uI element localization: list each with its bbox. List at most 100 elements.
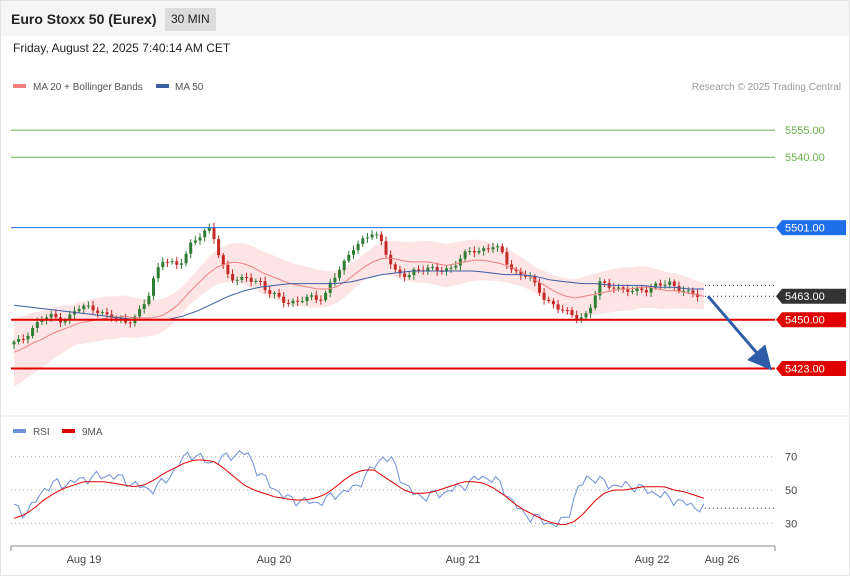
x-tick-label: Aug 20	[257, 554, 292, 566]
level-label-5501.00: 5501.00	[785, 223, 825, 235]
candle	[352, 250, 355, 255]
level-label-5555.00: 5555.00	[785, 125, 825, 137]
candle	[240, 277, 244, 280]
rsi-legend-label: RSI	[33, 427, 50, 438]
candle	[579, 317, 583, 319]
candle	[203, 230, 207, 238]
candle	[314, 295, 318, 300]
candle	[626, 288, 630, 292]
candle	[254, 281, 258, 282]
candle	[691, 290, 695, 294]
price-levels: 5555.00 5540.00 5501.00 5463.00 5450.00 5423.…	[11, 125, 846, 376]
candle	[333, 277, 337, 283]
candle	[584, 313, 588, 318]
level-label-5450.00: 5450.00	[785, 315, 825, 327]
candle	[138, 309, 142, 317]
candle	[612, 287, 616, 289]
time-axis: Aug 19 Aug 20 Aug 21 Aug 22 Aug 26	[10, 545, 776, 566]
candle	[68, 314, 72, 321]
candle	[575, 315, 579, 319]
candle	[128, 322, 132, 324]
candle	[184, 253, 188, 264]
candle	[221, 255, 225, 265]
candle	[147, 295, 151, 305]
candle	[407, 275, 411, 278]
level-label-5540.00: 5540.00	[785, 152, 825, 164]
candle	[389, 254, 393, 265]
candle	[644, 290, 648, 293]
candle	[82, 305, 86, 310]
price-plot	[12, 222, 705, 387]
candle	[565, 310, 569, 311]
candle	[658, 283, 662, 286]
candle	[449, 267, 453, 269]
candle	[26, 335, 30, 340]
candle	[598, 281, 602, 296]
ma20-legend-label: MA 20 + Bollinger Bands	[33, 82, 143, 93]
candle	[249, 277, 253, 282]
candle	[305, 296, 309, 302]
rsi-ma-line	[13, 459, 705, 526]
candle	[170, 261, 174, 263]
candle	[365, 237, 369, 239]
chart-datetime: Friday, August 22, 2025 7:40:14 AM CET	[13, 41, 231, 55]
candle	[547, 299, 551, 301]
candle	[482, 248, 486, 251]
candle	[300, 301, 304, 303]
candle	[384, 241, 388, 255]
ma50-legend-label: MA 50	[175, 82, 204, 93]
candle	[677, 285, 681, 292]
candle	[319, 299, 323, 301]
candle	[542, 292, 546, 300]
candle	[468, 251, 472, 253]
timeframe-badge[interactable]: 30 MIN	[165, 8, 216, 31]
level-tag-5450.00	[776, 312, 846, 328]
bollinger-band	[14, 239, 704, 387]
candle	[561, 309, 565, 311]
candle	[603, 281, 607, 283]
candle	[268, 290, 272, 295]
candle	[593, 295, 597, 308]
candle	[161, 261, 165, 268]
rsi-tick-70: 70	[785, 452, 797, 464]
x-tick-label: Aug 21	[446, 554, 481, 566]
candle	[524, 275, 527, 277]
candle	[538, 282, 541, 293]
candle	[551, 301, 555, 305]
candle	[226, 264, 230, 275]
candle	[431, 267, 434, 268]
candle	[519, 271, 523, 276]
candle	[477, 251, 481, 253]
candle	[514, 269, 518, 272]
candle	[235, 279, 239, 281]
candle	[500, 246, 504, 253]
candle	[17, 339, 21, 342]
candle	[589, 307, 593, 314]
projection-arrow	[706, 295, 772, 371]
rsi-tick-50: 50	[785, 485, 797, 497]
candle	[259, 281, 262, 282]
candle	[277, 292, 281, 297]
candle	[324, 292, 328, 301]
candle	[212, 227, 216, 240]
x-tick-label: Aug 26	[705, 554, 740, 566]
candle	[445, 268, 448, 272]
candle	[245, 277, 248, 278]
candle	[31, 328, 35, 336]
candle	[179, 263, 183, 265]
candle	[398, 269, 402, 274]
candle	[338, 270, 341, 278]
candle	[96, 310, 100, 314]
candle	[152, 278, 155, 296]
candle	[454, 265, 458, 268]
candle	[505, 252, 509, 265]
candle	[403, 273, 407, 278]
candle	[272, 292, 276, 295]
level-tag-5423.00	[776, 360, 846, 376]
x-tick-label: Aug 22	[635, 554, 670, 566]
ma20-line	[13, 257, 705, 353]
candle	[86, 305, 90, 307]
candle	[682, 290, 686, 292]
candle	[361, 238, 365, 244]
